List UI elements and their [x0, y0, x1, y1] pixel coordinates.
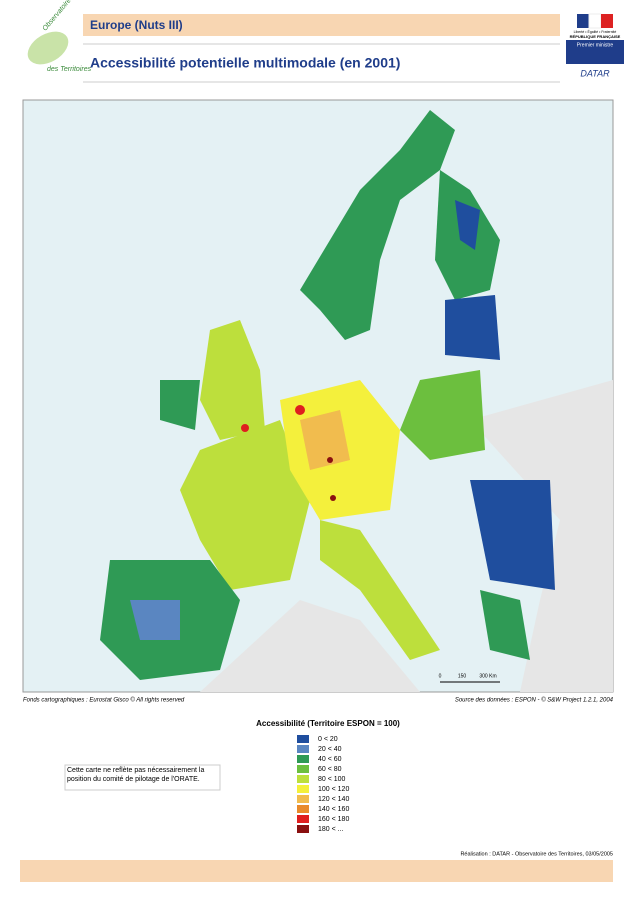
legend-swatch [297, 735, 309, 743]
legend-title: Accessibilité (Territoire ESPON = 100) [256, 719, 400, 728]
source: Source des données : ESPON - © S&W Proje… [455, 697, 614, 704]
legend-label: 60 < 80 [318, 766, 342, 773]
logo-text: des Territoires [47, 66, 92, 73]
legend-label: 80 < 100 [318, 776, 346, 783]
legend-swatch [297, 775, 309, 783]
legend: 0 < 20 20 < 40 40 < 60 60 < 80 80 < 100 100 <… [297, 735, 349, 833]
legend-label: 180 < ... [318, 826, 344, 833]
header-bar [83, 14, 560, 36]
logo-right: Liberté • Égalité • Fraternité RÉPUBLIQU… [566, 13, 624, 78]
source: Fonds cartographiques : Eurostat Gisco ©… [23, 697, 185, 704]
legend-swatch [297, 815, 309, 823]
logo-text: Liberté • Égalité • Fraternité [574, 29, 617, 34]
logo-text: Observatoire [42, 0, 73, 32]
legend-label: 0 < 20 [318, 736, 338, 743]
legend-swatch [297, 785, 309, 793]
note: Cette carte ne reflète pas nécessairemen… [67, 767, 205, 783]
legend-label: 100 < 120 [318, 786, 349, 793]
legend-label: 140 < 160 [318, 806, 349, 813]
legend-swatch [297, 795, 309, 803]
legend-label: 20 < 40 [318, 746, 342, 753]
scale-label: 300 Km [479, 673, 496, 679]
logo-text: RÉPUBLIQUE FRANÇAISE [570, 34, 621, 39]
scale-label: 150 [458, 673, 467, 679]
footer-bar [20, 860, 613, 882]
legend-swatch [297, 765, 309, 773]
note-text: Cette carte ne reflète pas nécessairemen… [67, 767, 205, 783]
legend-label: 40 < 60 [318, 756, 342, 763]
note-box [64, 764, 221, 791]
legend-swatch [297, 755, 309, 763]
logo-left: Observatoire des Territoires [27, 0, 92, 73]
section-title: Europe (Nuts III) [90, 18, 183, 32]
legend-swatch [297, 745, 309, 753]
logo-text: Premier ministre [577, 42, 614, 48]
legend-swatch [297, 805, 309, 813]
map-title: Accessibilité potentielle multimodale (e… [90, 55, 400, 71]
map: 0 150 300 Km [22, 99, 614, 693]
logo-text: DATAR [580, 68, 610, 78]
legend-swatch [297, 825, 309, 833]
legend-label: 160 < 180 [318, 816, 349, 823]
legend-label: 120 < 140 [318, 796, 349, 803]
footer-credit: Réalisation : DATAR - Observatoire des T… [460, 851, 613, 857]
scale-label: 0 [439, 673, 442, 679]
